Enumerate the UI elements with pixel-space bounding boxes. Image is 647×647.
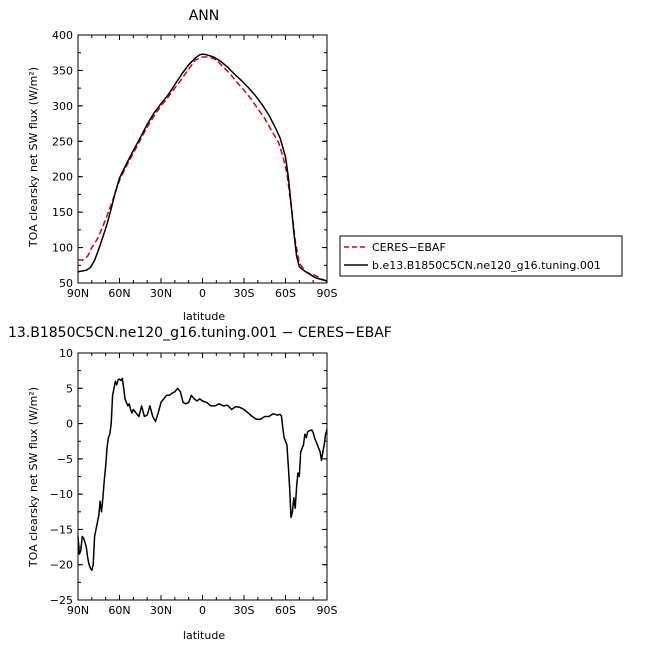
top-panel: ANN 90N 60N 30N 0 30S 60S 90S 50 100 150 200 250 300… — [27, 8, 338, 323]
bottom-x-tick-label: 90N — [67, 604, 89, 617]
bottom-y-tick-label: 0 — [66, 418, 73, 431]
bottom-x-tick-label: 60N — [108, 604, 130, 617]
top-y-tick-label: 400 — [52, 29, 73, 42]
bottom-series-layer — [77, 377, 328, 572]
top-plot-frame — [77, 34, 328, 284]
top-y-tick-label: 50 — [59, 277, 73, 290]
bottom-x-tick-label: 0 — [199, 604, 206, 617]
bottom-x-tick-label: 90S — [317, 604, 338, 617]
top-y-axis-label: TOA clearsky net SW flux (W/m²) — [27, 67, 40, 248]
top-x-axis-label: latitude — [183, 310, 225, 323]
top-y-tick-label: 250 — [52, 135, 73, 148]
top-x-tick-label: 60N — [108, 287, 130, 300]
top-y-tick-label: 200 — [52, 171, 73, 184]
bottom-x-tick-label: 60S — [275, 604, 296, 617]
bottom-y-tick-label: −5 — [57, 453, 73, 466]
bottom-y-tick-label: −20 — [50, 559, 73, 572]
top-axes: 90N 60N 30N 0 30S 60S 90S 50 100 150 200 250 300 350 4… — [52, 29, 338, 300]
bottom-y-axis-label: TOA clearsky net SW flux (W/m²) — [27, 387, 40, 568]
legend-box — [339, 235, 623, 277]
top-panel-title: ANN — [189, 8, 220, 24]
top-x-tick-label: 90N — [67, 287, 89, 300]
top-x-tick-label: 30N — [150, 287, 172, 300]
bottom-panel: 13.B1850C5CN.ne120_g16.tuning.001 − CERE… — [8, 325, 392, 642]
legend: CERES−EBAF b.e13.B1850C5CN.ne120_g16.tun… — [339, 235, 623, 277]
top-series-line-1 — [77, 53, 328, 282]
top-series-line-0 — [77, 56, 328, 283]
bottom-x-tick-label: 30S — [234, 604, 255, 617]
top-y-tick-label: 350 — [52, 64, 73, 77]
bottom-series-line-0 — [77, 377, 328, 572]
top-y-tick-label: 300 — [52, 100, 73, 113]
bottom-axes: 90N 60N 30N 0 30S 60S 90S −25 −20 −15 −10 −5 0 5 10 — [50, 347, 338, 617]
top-y-tick-label: 100 — [52, 242, 73, 255]
bottom-y-tick-label: −15 — [50, 523, 73, 536]
top-x-tick-label: 30S — [234, 287, 255, 300]
legend-label-model: b.e13.B1850C5CN.ne120_g16.tuning.001 — [372, 259, 601, 272]
bottom-x-tick-label: 30N — [150, 604, 172, 617]
legend-label-ceres: CERES−EBAF — [372, 241, 446, 254]
bottom-y-tick-label: −10 — [50, 488, 73, 501]
top-series-layer — [77, 53, 328, 283]
bottom-y-tick-label: −25 — [50, 594, 73, 607]
top-x-tick-label: 60S — [275, 287, 296, 300]
top-y-tick-label: 150 — [52, 206, 73, 219]
bottom-x-axis-label: latitude — [183, 629, 225, 642]
top-x-tick-label: 90S — [317, 287, 338, 300]
bottom-y-tick-label: 10 — [59, 347, 73, 360]
bottom-y-tick-label: 5 — [66, 382, 73, 395]
bottom-panel-title: 13.B1850C5CN.ne120_g16.tuning.001 − CERE… — [8, 325, 392, 341]
top-x-tick-label: 0 — [199, 287, 206, 300]
